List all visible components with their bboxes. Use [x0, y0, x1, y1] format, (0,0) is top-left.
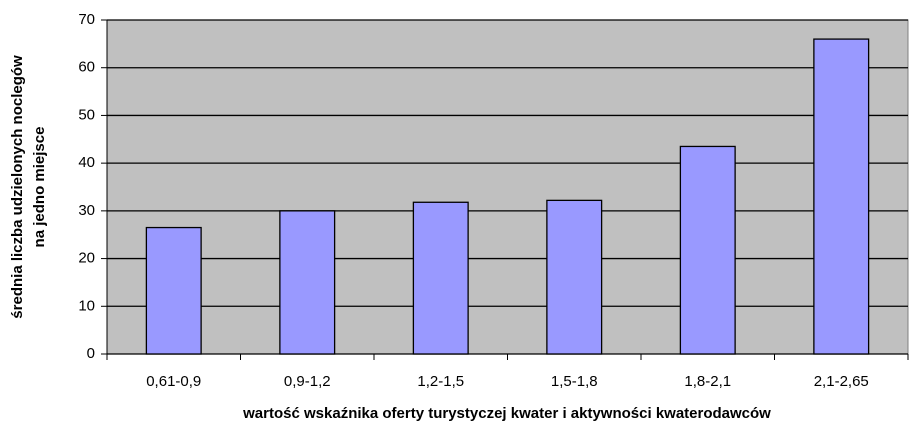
y-axis-label: średnia liczba udzielonych noclegów — [9, 55, 26, 319]
bar — [145, 226, 202, 355]
y-axis-label: na jedno miejsce — [31, 127, 48, 248]
y-tick-label: 50 — [78, 106, 95, 123]
y-tick-label: 10 — [78, 297, 95, 314]
bar — [679, 145, 736, 355]
x-tick-label: 0,61-0,9 — [146, 373, 201, 390]
bar — [412, 201, 469, 355]
y-tick-label: 70 — [78, 11, 95, 28]
y-tick-label: 60 — [78, 59, 95, 76]
y-tick-label: 0 — [87, 345, 95, 362]
plot-area — [106, 19, 909, 355]
x-tick-label: 2,1-2,65 — [814, 373, 869, 390]
x-tick-label: 1,2-1,5 — [417, 373, 464, 390]
y-tick-label: 20 — [78, 250, 95, 267]
bar — [279, 210, 336, 355]
y-tick-label: 40 — [78, 154, 95, 171]
x-tick-label: 1,5-1,8 — [551, 373, 598, 390]
x-axis-label: wartość wskaźnika oferty turystyczej kwa… — [242, 405, 771, 422]
bar — [813, 38, 870, 355]
x-tick-label: 0,9-1,2 — [284, 373, 331, 390]
y-tick-label: 30 — [78, 202, 95, 219]
x-tick-label: 1,8-2,1 — [684, 373, 731, 390]
bar — [546, 199, 603, 355]
